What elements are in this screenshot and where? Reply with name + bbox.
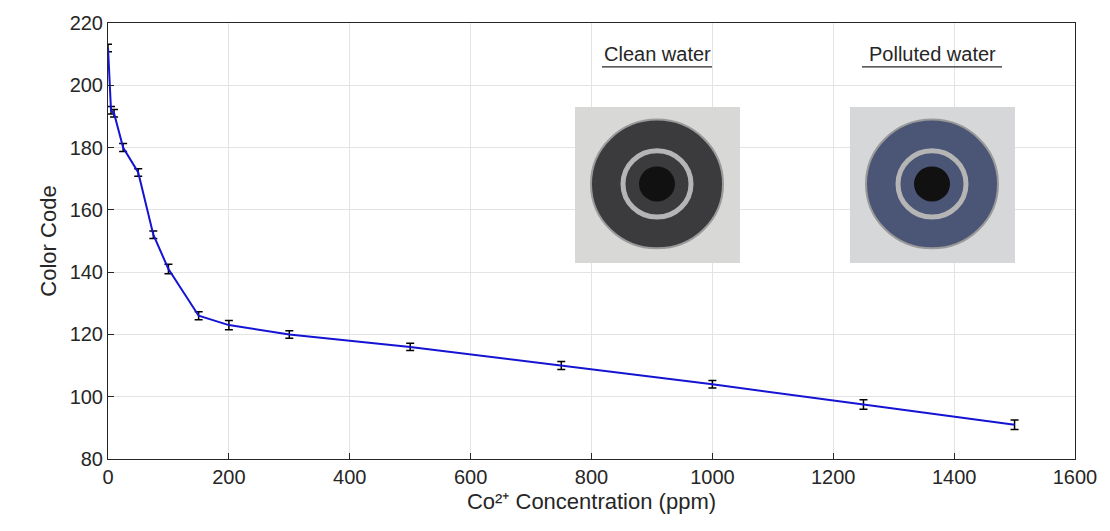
svg-text:Color Code: Color Code (36, 185, 61, 296)
svg-text:800: 800 (575, 466, 608, 488)
svg-text:140: 140 (70, 261, 103, 283)
svg-text:600: 600 (454, 466, 487, 488)
svg-text:400: 400 (333, 466, 366, 488)
svg-text:200: 200 (70, 74, 103, 96)
svg-text:1200: 1200 (811, 466, 856, 488)
svg-text:Co²⁺ Concentration (ppm): Co²⁺ Concentration (ppm) (467, 489, 716, 514)
svg-text:80: 80 (81, 448, 103, 470)
svg-text:0: 0 (102, 466, 113, 488)
svg-text:220: 220 (70, 12, 103, 34)
svg-text:200: 200 (212, 466, 245, 488)
svg-text:100: 100 (70, 386, 103, 408)
svg-text:Clean water: Clean water (604, 43, 711, 65)
svg-text:180: 180 (70, 137, 103, 159)
svg-text:1600: 1600 (1053, 466, 1098, 488)
svg-text:1000: 1000 (690, 466, 735, 488)
svg-text:160: 160 (70, 199, 103, 221)
svg-text:1400: 1400 (932, 466, 977, 488)
svg-text:Polluted water: Polluted water (869, 43, 996, 65)
svg-text:120: 120 (70, 323, 103, 345)
